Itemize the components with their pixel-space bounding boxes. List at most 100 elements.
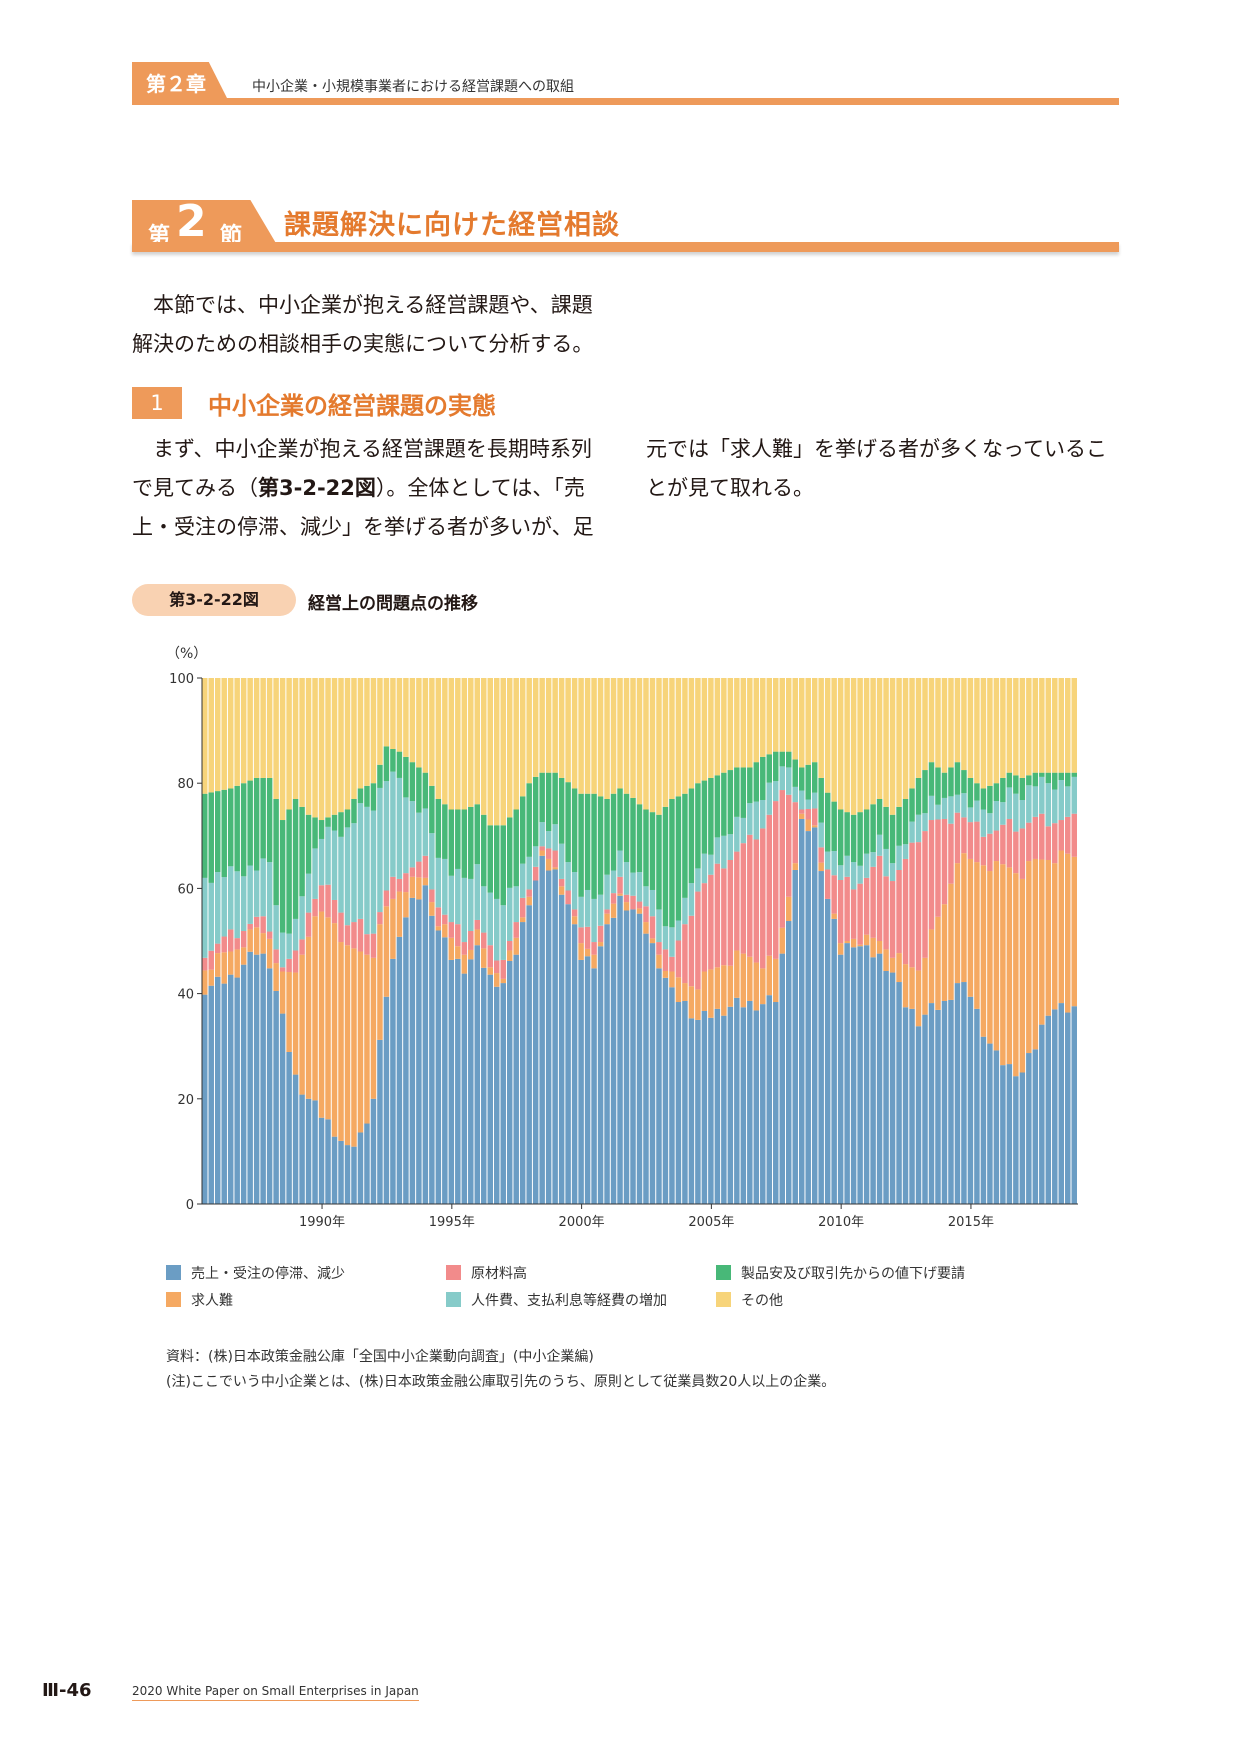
bar-segment <box>390 876 396 899</box>
bar-segment <box>513 922 519 938</box>
bar-segment <box>682 678 688 794</box>
bar-segment <box>299 678 305 807</box>
bar-segment <box>370 1098 377 1204</box>
bar-segment <box>1000 777 1006 803</box>
bar-segment <box>312 848 318 899</box>
bar-segment <box>266 777 273 863</box>
bar-segment <box>422 808 429 856</box>
bar-segment <box>1045 678 1052 773</box>
bar-segment <box>429 915 435 1204</box>
bar-segment <box>604 678 610 799</box>
bar-segment <box>889 814 896 864</box>
bar-segment <box>227 678 234 789</box>
bar-segment <box>883 876 889 950</box>
bar-segment <box>571 678 578 789</box>
bar-segment <box>980 809 987 837</box>
bar-segment <box>1032 772 1039 787</box>
bar-segment <box>240 876 247 931</box>
bar-segment <box>954 812 961 864</box>
bar-segment <box>584 926 591 949</box>
bar-segment <box>539 678 545 773</box>
bar-segment <box>429 889 435 903</box>
bar-segment <box>266 862 273 932</box>
bar-segment <box>448 937 455 960</box>
bar-segment <box>364 954 370 1124</box>
bar-segment <box>357 803 364 919</box>
bar-segment <box>253 954 260 1204</box>
bar-segment <box>617 850 623 877</box>
bar-segment <box>798 678 805 768</box>
bar-segment <box>980 865 987 1037</box>
bar-segment <box>565 890 571 905</box>
bar-segment <box>558 894 565 1204</box>
x-tick-label: 2000年 <box>559 1215 605 1230</box>
bar-segment <box>578 959 584 1204</box>
bar-segment <box>649 889 656 917</box>
bar-segment <box>591 793 597 899</box>
bar-segment <box>818 862 824 872</box>
bar-segment <box>318 885 325 912</box>
bar-segment <box>837 809 844 866</box>
bar-segment <box>325 817 331 827</box>
bar-segment <box>584 948 591 957</box>
bar-segment <box>760 828 766 969</box>
bar-segment <box>798 809 805 814</box>
bar-segment <box>429 678 435 786</box>
bar-segment <box>539 846 545 851</box>
bar-segment <box>591 942 597 955</box>
bar-segment <box>889 863 896 882</box>
bar-segment <box>1039 772 1045 777</box>
bar-segment <box>604 913 610 925</box>
bar-segment <box>305 814 312 874</box>
y-tick-label: 20 <box>177 1093 194 1108</box>
bar-segment <box>273 798 279 906</box>
bar-segment <box>1019 1072 1026 1204</box>
bar-segment <box>734 678 740 768</box>
bar-segment <box>532 880 539 1204</box>
bar-segment <box>383 906 390 997</box>
bar-segment <box>935 678 941 768</box>
bar-segment <box>643 906 649 923</box>
bar-segment <box>695 1019 701 1204</box>
bar-segment <box>779 790 785 928</box>
bar-segment <box>824 898 831 1204</box>
bar-segment <box>461 678 468 810</box>
bar-segment <box>993 1050 1000 1204</box>
bar-segment <box>701 971 708 1011</box>
bar-segment <box>325 678 331 818</box>
bar-segment <box>798 813 805 819</box>
bar-segment <box>850 938 857 948</box>
bar-segment <box>714 1008 721 1204</box>
bar-segment <box>701 1010 708 1204</box>
bar-segment <box>1032 786 1039 817</box>
bar-segment <box>299 896 305 940</box>
bar-segment <box>1065 772 1071 787</box>
bar-segment <box>1045 826 1052 860</box>
bar-segment <box>468 931 474 950</box>
bar-segment <box>798 767 805 791</box>
bar-segment <box>234 938 240 950</box>
bar-segment <box>811 827 818 1204</box>
bar-segment <box>682 1000 688 1204</box>
y-tick-label: 0 <box>186 1198 194 1213</box>
bar-segment <box>578 927 584 944</box>
bar-segment <box>623 862 630 895</box>
bar-segment <box>240 947 247 965</box>
bar-segment <box>487 967 493 975</box>
bar-segment <box>409 801 416 868</box>
bar-segment <box>494 973 500 987</box>
bar-segment <box>753 762 760 802</box>
chapter-label: 第２章 <box>146 72 206 96</box>
bar-segment <box>1058 772 1065 781</box>
bar-segment <box>506 950 513 961</box>
bar-segment <box>1013 831 1019 874</box>
y-tick-label: 40 <box>177 988 194 1003</box>
bar-segment <box>325 917 331 1120</box>
y-tick-label: 100 <box>169 672 194 687</box>
bar-segment <box>604 909 610 914</box>
x-tick-label: 2005年 <box>688 1215 734 1230</box>
bar-segment <box>649 916 656 939</box>
bar-segment <box>786 921 792 1204</box>
bar-segment <box>1052 863 1058 1010</box>
bar-segment <box>351 948 357 1147</box>
